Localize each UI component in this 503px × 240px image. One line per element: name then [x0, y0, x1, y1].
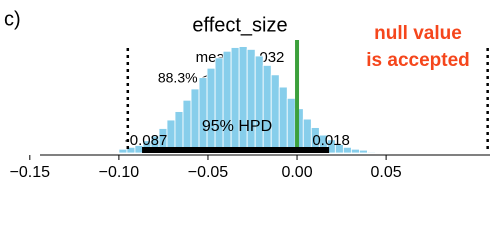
bar — [174, 111, 184, 154]
hpd-upper-label: 0.018 — [312, 132, 350, 149]
x-tick-label: −0.10 — [99, 164, 140, 181]
bar — [246, 49, 256, 154]
panel-label: c) — [4, 8, 21, 30]
bar — [206, 67, 216, 154]
annotation: is accepted — [366, 50, 470, 71]
bar — [190, 88, 200, 154]
bar — [350, 148, 360, 154]
bar — [270, 74, 280, 154]
bar — [262, 65, 272, 154]
bar — [230, 47, 240, 154]
bar — [238, 46, 248, 154]
x-tick-label: −0.15 — [10, 164, 51, 181]
bar — [198, 77, 208, 154]
x-tick-label: 0.00 — [281, 164, 312, 181]
x-tick-label: 0.05 — [371, 164, 402, 181]
bar — [358, 149, 368, 154]
annotation: null value — [374, 23, 462, 44]
hpd-lower-label: -0.087 — [125, 132, 168, 149]
bar — [182, 99, 192, 154]
bar — [286, 97, 296, 154]
chart-title: effect_size — [192, 14, 287, 36]
bar — [222, 50, 232, 154]
bar — [367, 151, 376, 154]
hpd-label: 95% HPD — [202, 118, 272, 135]
chart: c) effect_size mean=-0.032 88.3% <0< 11.… — [4, 8, 490, 181]
bar — [278, 86, 288, 154]
bar — [254, 55, 264, 154]
x-tick-label: −0.05 — [188, 164, 229, 181]
bar — [118, 148, 128, 154]
bar — [214, 57, 224, 154]
